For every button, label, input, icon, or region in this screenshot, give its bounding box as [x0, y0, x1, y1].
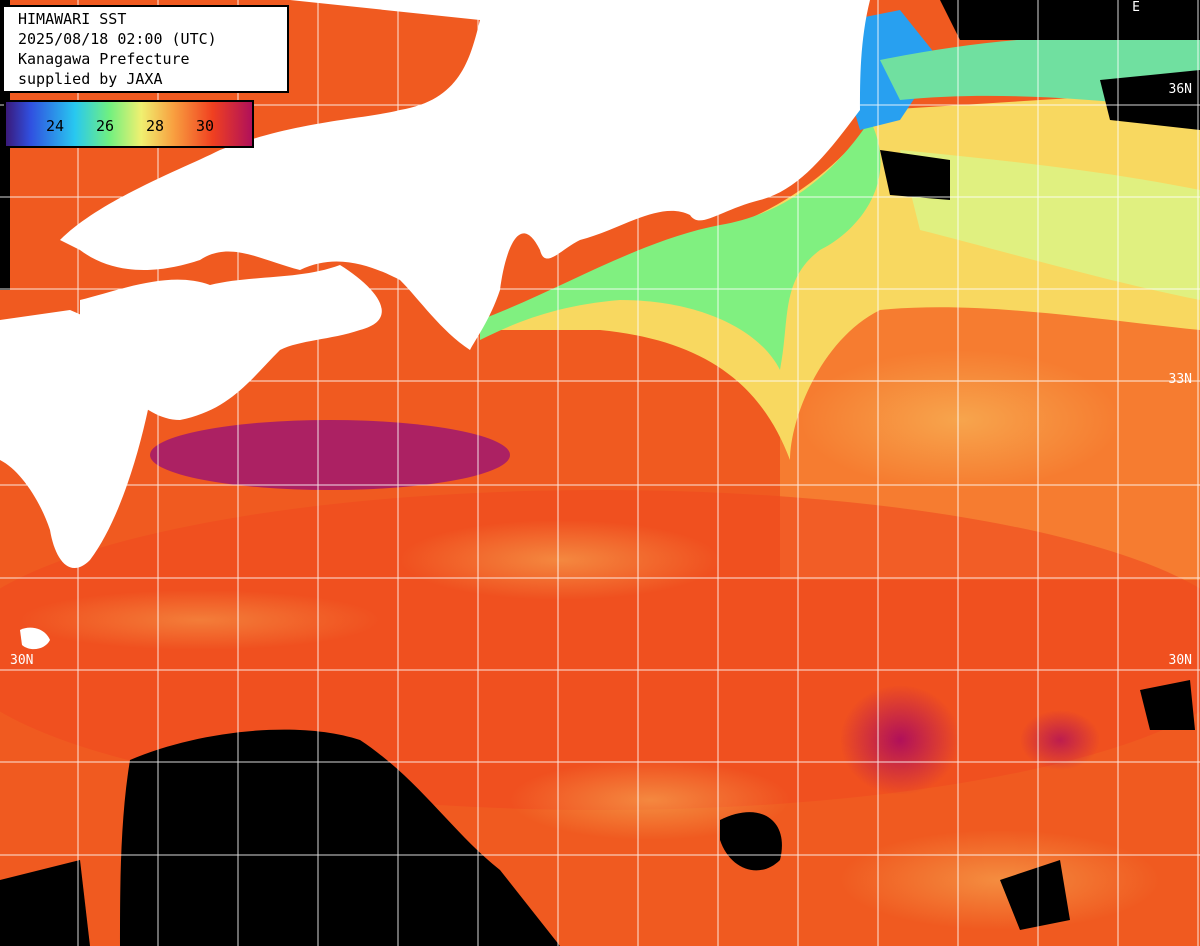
- lat-label-30n-right: 30N: [1168, 653, 1192, 668]
- hotspot-south-shikoku: [150, 420, 510, 490]
- land-honshu: [60, 0, 870, 350]
- sst-color-legend: 24 26 28 30: [4, 100, 254, 148]
- green-coastal-water: [480, 120, 881, 370]
- info-box: HIMAWARI SST 2025/08/18 02:00 (UTC) Kana…: [2, 5, 289, 93]
- land-kyushu: [0, 310, 150, 569]
- legend-label-26: 26: [96, 117, 115, 135]
- legend-label-24: 24: [46, 117, 65, 135]
- lat-label-33n-left: 33N: [8, 372, 32, 387]
- info-timestamp: 2025/08/18 02:00 (UTC): [18, 30, 217, 48]
- lat-label-30n-left: 30N: [10, 653, 34, 668]
- info-title: HIMAWARI SST: [18, 10, 127, 28]
- info-supplier: supplied by JAXA: [18, 70, 163, 88]
- legend-label-30: 30: [196, 117, 215, 135]
- land-tanegashima: [20, 627, 50, 650]
- lat-label-36n-right: 36N: [1168, 82, 1192, 97]
- no-data-south-west: [120, 729, 560, 946]
- hotspot-east: [1020, 710, 1100, 770]
- hotspot-central: [840, 685, 960, 795]
- info-agency: Kanagawa Prefecture: [18, 50, 190, 68]
- lon-label-corner: E: [1132, 0, 1140, 15]
- east-yellow-band: [900, 150, 1200, 300]
- legend-label-28: 28: [146, 117, 165, 135]
- lat-label-33n-right: 33N: [1168, 372, 1192, 387]
